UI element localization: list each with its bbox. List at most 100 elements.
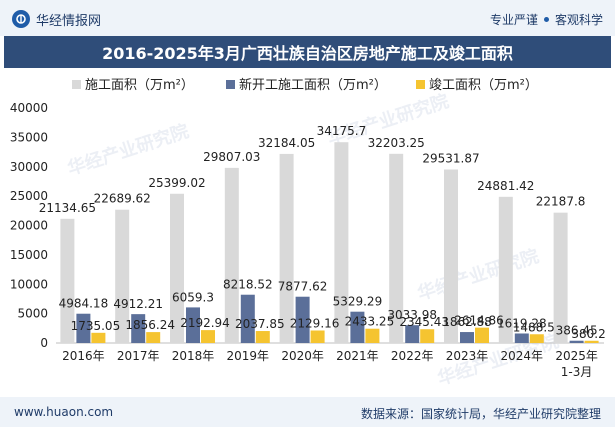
y-tick-label-0: 0: [40, 336, 48, 350]
bar-s2-5: [365, 328, 380, 343]
data-label-s1-7: 1862.88: [442, 315, 492, 329]
title-bar: 2016-2025年3月广西壮族自治区房地产施工及竣工面积: [4, 36, 611, 68]
data-label-s2-5: 2433.25: [345, 315, 395, 329]
logo-icon: [12, 10, 30, 28]
site-url: www.huaon.com: [14, 405, 114, 419]
legend-swatch-2: [416, 80, 425, 89]
bar-s1-9: [569, 340, 584, 343]
bar-s2-2: [201, 330, 215, 343]
footer-bar: www.huaon.com 数据来源：国家统计局，华经产业研究院整理: [0, 397, 615, 427]
legend-swatch-1: [226, 80, 235, 89]
y-tick-label-1: 5000: [17, 307, 48, 321]
legend-swatch-0: [72, 80, 81, 89]
y-tick-label-5: 25000: [10, 189, 48, 203]
data-label-s2-2: 2192.94: [180, 316, 230, 330]
data-label-s1-0: 4984.18: [59, 297, 109, 311]
x-tick-label-3: 2019年: [227, 349, 270, 363]
top-bar: 华经情报网 专业严谨 客观科学: [0, 0, 615, 36]
data-label-s1-3: 8218.52: [223, 278, 273, 292]
x-tick-label-2: 2018年: [172, 349, 215, 363]
data-label-s2-0: 1735.05: [71, 319, 121, 333]
brand-name: 华经情报网: [36, 13, 102, 29]
data-label-s0-9: 22187.8: [536, 195, 586, 209]
bar-s2-4: [310, 330, 325, 343]
x-tick-label-4: 2020年: [281, 349, 324, 363]
bar-s0-0: [60, 218, 75, 343]
x-tick-label-6: 2022年: [391, 349, 434, 363]
chart-title: 2016-2025年3月广西壮族自治区房地产施工及竣工面积: [102, 44, 513, 63]
bar-s1-8: [514, 333, 529, 343]
data-label-s2-9: 380.2: [571, 327, 605, 341]
data-label-s0-7: 29531.87: [422, 152, 479, 166]
bar-s1-7: [460, 332, 474, 343]
bar-s0-8: [498, 196, 513, 343]
bar-s1-4: [295, 296, 310, 343]
watermark-2: 华经产业研究院: [415, 245, 542, 305]
y-tick-label-6: 30000: [10, 160, 48, 174]
data-label-s1-6: 3033.98: [387, 308, 437, 322]
data-label-s2-7: 2614.86: [454, 314, 504, 328]
data-label-s0-5: 34175.7: [317, 124, 367, 138]
bar-s0-6: [389, 153, 404, 343]
data-label-s2-1: 1856.24: [125, 318, 175, 332]
brand-area: 华经情报网: [12, 9, 101, 29]
bar-s1-1: [131, 314, 146, 343]
y-tick-label-3: 15000: [10, 248, 48, 262]
x-tick-label-0: 2016年: [62, 349, 105, 363]
tagline-dot: [543, 17, 549, 22]
bar-s0-3: [224, 167, 239, 343]
bar-s0-7: [444, 169, 458, 343]
data-label-s0-1: 22689.62: [94, 192, 151, 206]
bar-s2-8: [529, 334, 544, 343]
bar-s0-5: [334, 142, 349, 343]
bar-s2-9: [584, 340, 599, 343]
bar-s0-4: [279, 153, 294, 343]
bar-s2-6: [420, 329, 435, 343]
data-label-s2-4: 2129.16: [290, 316, 340, 330]
y-tick-label-2: 10000: [10, 277, 48, 291]
y-tick-label-4: 20000: [10, 219, 48, 233]
bar-s2-0: [91, 332, 106, 343]
bar-s0-1: [115, 209, 130, 343]
data-label-s0-3: 29807.03: [203, 150, 260, 164]
legend-label-0: 施工面积（万m²）: [85, 78, 194, 93]
data-label-s2-3: 2037.85: [235, 317, 285, 331]
logo-mark: [16, 14, 26, 24]
x-tick-label-9-line1: 1-3月: [561, 365, 593, 379]
bar-s2-3: [255, 331, 270, 343]
x-tick-label-9: 2025年: [555, 349, 598, 363]
data-label-s2-6: 2345.43: [399, 315, 449, 329]
data-source: 数据来源：国家统计局，华经产业研究院整理: [360, 407, 601, 421]
data-label-s1-8: 1619.28: [497, 316, 547, 330]
x-tick-label-5: 2021年: [336, 349, 379, 363]
legend-label-1: 新开工施工面积（万m²）: [239, 77, 387, 93]
tagline-2: 客观科学: [554, 13, 603, 27]
data-label-s1-2: 6059.3: [172, 290, 214, 304]
data-label-s0-8: 24881.42: [477, 179, 534, 193]
x-tick-label-7: 2023年: [446, 349, 489, 363]
data-label-s1-5: 5329.29: [333, 295, 383, 309]
data-label-s1-1: 4912.21: [113, 297, 163, 311]
legend-label-2: 竣工面积（万m²）: [429, 78, 538, 93]
data-label-s1-4: 7877.62: [278, 280, 328, 294]
y-tick-label-7: 35000: [10, 130, 48, 144]
bar-s1-2: [186, 307, 200, 343]
bar-s2-1: [146, 332, 161, 343]
bar-s1-0: [76, 313, 91, 343]
data-label-s0-6: 32203.25: [368, 136, 425, 150]
tagline: 专业严谨 客观科学: [490, 11, 603, 28]
data-label-s0-0: 21134.65: [39, 201, 96, 215]
x-tick-label-1: 2017年: [117, 349, 160, 363]
bar-s1-5: [350, 311, 365, 343]
bar-s2-7: [475, 327, 489, 343]
watermark-0: 华经产业研究院: [65, 120, 192, 180]
bar-s1-6: [405, 325, 420, 343]
x-tick-label-8: 2024年: [501, 349, 544, 363]
bar-s0-9: [553, 212, 568, 343]
data-label-s1-9: 386.45: [556, 324, 598, 338]
tagline-1: 专业严谨: [489, 13, 538, 27]
data-label-s0-4: 32184.05: [258, 136, 315, 150]
y-tick-label-8: 40000: [10, 101, 48, 115]
